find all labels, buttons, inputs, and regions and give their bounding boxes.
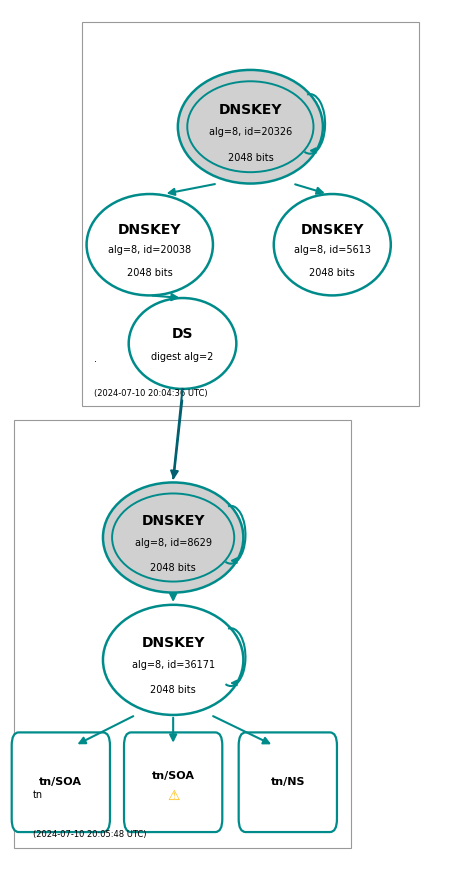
Text: DS: DS [172,328,193,342]
Ellipse shape [129,298,236,389]
Text: 2048 bits: 2048 bits [227,153,273,163]
Text: DNSKEY: DNSKEY [219,102,282,117]
Text: DNSKEY: DNSKEY [118,223,182,237]
Text: tn/SOA: tn/SOA [39,777,82,787]
Bar [14,420,351,848]
FancyBboxPatch shape [239,732,337,832]
Text: DNSKEY: DNSKEY [300,223,364,237]
Ellipse shape [178,70,323,184]
Text: digest alg=2: digest alg=2 [151,352,214,362]
Ellipse shape [187,81,314,172]
Ellipse shape [274,194,391,295]
Bar [82,22,419,406]
Text: 2048 bits: 2048 bits [150,563,196,572]
Text: DNSKEY: DNSKEY [141,514,205,528]
Text: ⚠: ⚠ [167,789,179,803]
Ellipse shape [103,605,243,715]
Text: (2024-07-10 20:04:36 UTC): (2024-07-10 20:04:36 UTC) [94,389,207,398]
Text: tn/NS: tn/NS [271,777,305,787]
Text: 2048 bits: 2048 bits [309,267,355,278]
Ellipse shape [87,194,213,295]
Text: alg=8, id=8629: alg=8, id=8629 [135,538,212,548]
Text: 2048 bits: 2048 bits [127,267,173,278]
Text: DNSKEY: DNSKEY [141,636,205,650]
Text: alg=8, id=20326: alg=8, id=20326 [209,128,292,137]
Text: tn/SOA: tn/SOA [152,771,195,780]
Text: 2048 bits: 2048 bits [150,685,196,695]
Ellipse shape [103,482,243,593]
FancyBboxPatch shape [12,732,110,832]
Text: alg=8, id=20038: alg=8, id=20038 [108,245,191,255]
Text: tn: tn [33,790,43,800]
FancyBboxPatch shape [124,732,222,832]
Ellipse shape [112,494,234,581]
Text: alg=8, id=36171: alg=8, id=36171 [132,661,215,670]
Text: .: . [94,355,96,364]
Text: alg=8, id=5613: alg=8, id=5613 [294,245,371,255]
Text: (2024-07-10 20:05:48 UTC): (2024-07-10 20:05:48 UTC) [33,830,146,839]
